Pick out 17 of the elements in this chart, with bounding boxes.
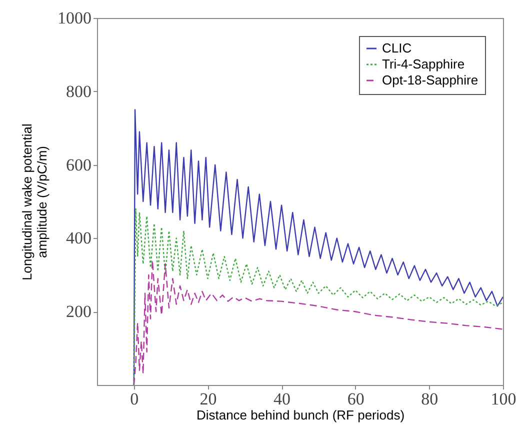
x-tick-label: 80 bbox=[421, 390, 438, 408]
line-series bbox=[133, 260, 503, 385]
y-tick-label: 400 bbox=[66, 228, 92, 248]
x-tick-label: 40 bbox=[274, 390, 291, 408]
legend-label: Opt-18-Sapphire bbox=[382, 72, 478, 88]
x-tick-label: 100 bbox=[490, 390, 516, 408]
y-tick-label: 600 bbox=[66, 155, 92, 174]
legend-label: Tri-4-Sapphire bbox=[382, 56, 465, 72]
x-tick-label: 20 bbox=[200, 390, 217, 408]
x-tick-label: 0 bbox=[130, 390, 139, 408]
y-tick-label: 800 bbox=[66, 82, 92, 101]
y-axis-title: Longitudinal wake potential amplitude (V/pC/m) bbox=[20, 123, 50, 280]
y-tick-label: 200 bbox=[66, 302, 92, 322]
x-tick-label: 60 bbox=[347, 390, 364, 408]
x-axis-title: Distance behind bunch (RF periods) bbox=[196, 408, 405, 422]
y-tick-label: 1000 bbox=[58, 8, 92, 28]
legend-label: CLIC bbox=[382, 40, 412, 56]
